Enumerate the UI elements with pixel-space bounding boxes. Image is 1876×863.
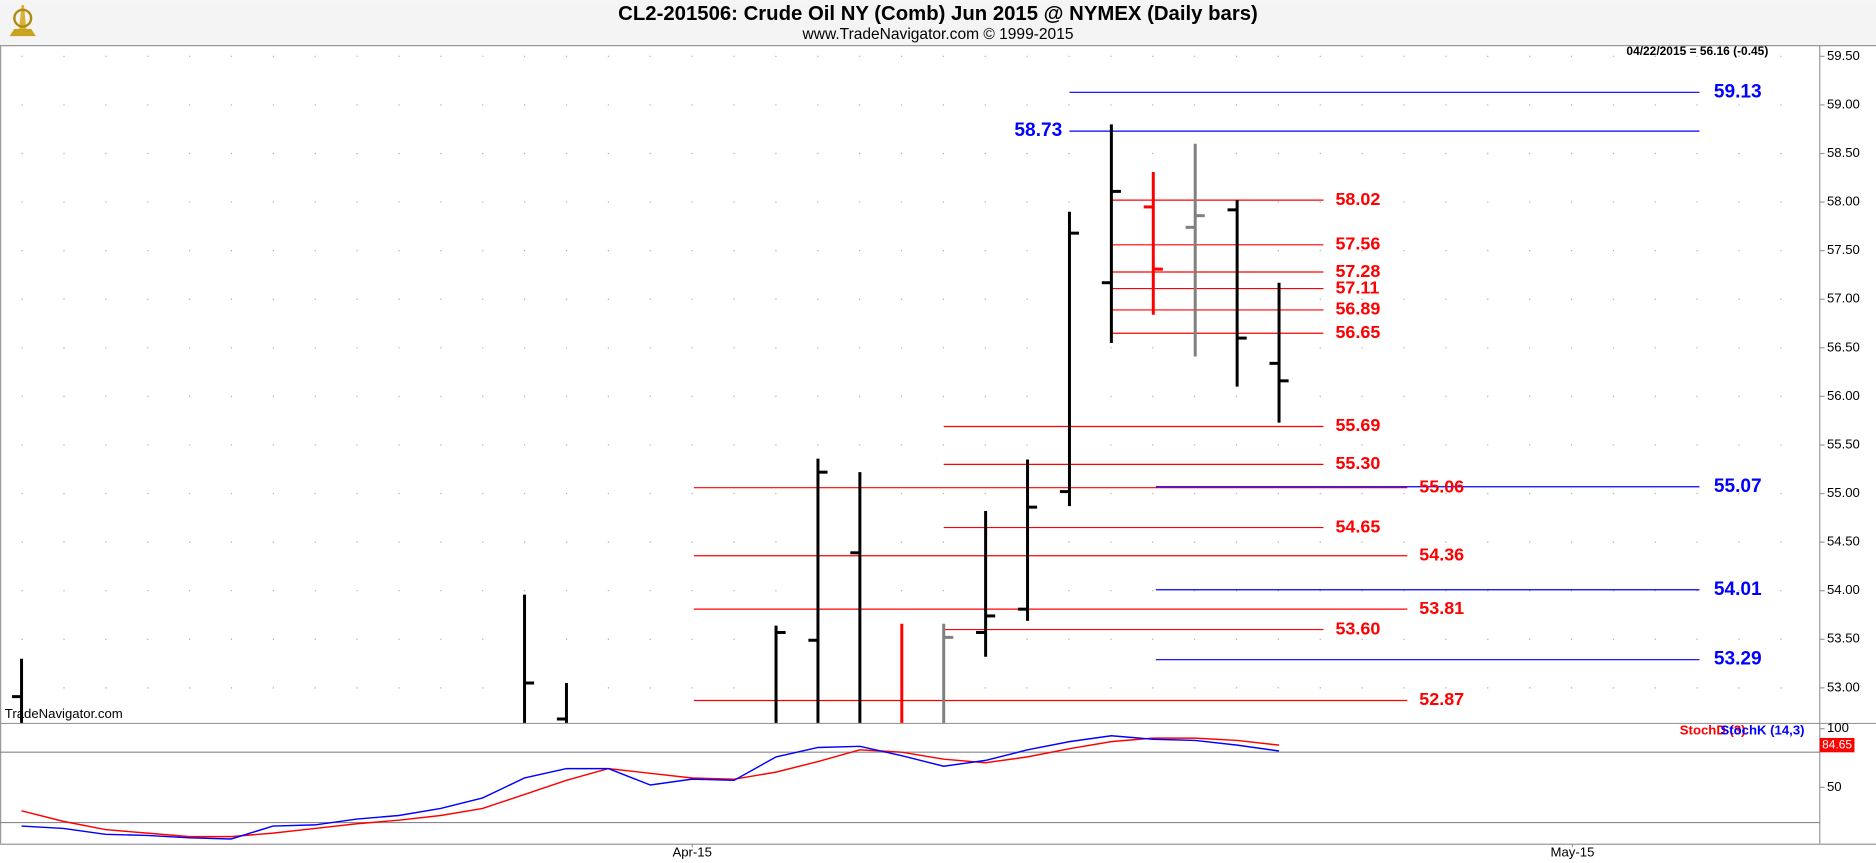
watermark: TradeNavigator.com — [5, 706, 123, 721]
level-label: 53.60 — [1335, 618, 1380, 638]
last-value: 84.65 — [1822, 737, 1852, 751]
title: CL2-201506: Crude Oil NY (Comb) Jun 2015… — [618, 3, 1258, 25]
level-label: 57.56 — [1335, 234, 1380, 254]
x-tick-label: Apr-15 — [672, 845, 712, 860]
level-label: 56.89 — [1335, 299, 1380, 319]
x-tick-label: May-15 — [1551, 845, 1595, 860]
y-tick-label: 58.50 — [1827, 145, 1860, 160]
level-label: 58.02 — [1335, 189, 1380, 209]
level-label: 59.13 — [1714, 81, 1762, 102]
level-label: 57.11 — [1335, 277, 1379, 297]
legend-entry: StochD (3) — [1680, 723, 1746, 738]
y-tick-label: 54.50 — [1827, 534, 1860, 549]
legend-entry: StochK (14,3) — [1720, 723, 1804, 738]
level-label: 53.29 — [1714, 649, 1762, 670]
level-label: 55.06 — [1419, 476, 1464, 496]
y-tick-label: 56.00 — [1827, 388, 1860, 403]
y-tick-label: 58.00 — [1827, 194, 1860, 209]
y-tick-label: 53.00 — [1827, 679, 1860, 694]
level-label: 54.65 — [1335, 516, 1380, 536]
header-bg — [0, 0, 1876, 46]
y-tick-label: 55.00 — [1827, 485, 1860, 500]
level-label: 55.30 — [1335, 453, 1380, 473]
level-label: 58.73 — [1014, 120, 1062, 141]
y-tick-label: 50 — [1827, 779, 1842, 794]
level-label: 57.28 — [1335, 261, 1380, 281]
level-label: 52.87 — [1419, 689, 1464, 709]
level-label: 54.36 — [1419, 544, 1464, 564]
level-label: 55.69 — [1335, 415, 1380, 435]
readout: 04/22/2015 = 56.16 (-0.45) — [1626, 44, 1768, 58]
stoch-line — [21, 735, 1280, 840]
last-value-box — [1819, 737, 1855, 753]
logo — [9, 4, 36, 37]
y-tick-label: 59.50 — [1827, 48, 1860, 63]
y-tick-label: 59.00 — [1827, 96, 1860, 111]
y-tick-label: 100 — [1827, 720, 1849, 735]
subtitle: www.TradeNavigator.com © 1999-2015 — [802, 26, 1074, 43]
y-tick-label: 57.00 — [1827, 291, 1860, 306]
stoch-line — [21, 737, 1280, 838]
level-label: 54.01 — [1714, 579, 1762, 600]
y-tick-label: 57.50 — [1827, 242, 1860, 257]
y-tick-label: 56.50 — [1827, 339, 1860, 354]
y-tick-label: 54.00 — [1827, 582, 1860, 597]
level-label: 56.65 — [1335, 322, 1380, 342]
level-label: 55.07 — [1714, 476, 1762, 497]
y-tick-label: 53.50 — [1827, 631, 1860, 646]
level-label: 53.81 — [1419, 598, 1464, 618]
y-tick-label: 55.50 — [1827, 436, 1860, 451]
